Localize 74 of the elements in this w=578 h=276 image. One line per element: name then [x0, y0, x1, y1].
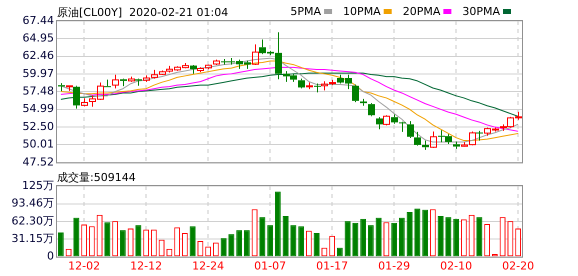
- bar: [414, 208, 420, 256]
- candlestick: [112, 74, 119, 89]
- candlestick: [314, 83, 321, 93]
- bar: [406, 212, 413, 256]
- bar: [104, 222, 110, 256]
- candlestick: [376, 116, 383, 130]
- bar: [190, 226, 196, 256]
- candlestick: [58, 82, 65, 92]
- x-tick-label: 01-29: [378, 259, 410, 272]
- chart-title: 原油[CL00Y] 2020-02-21 01:04: [57, 6, 228, 19]
- y-tick-label: 93.46万: [12, 196, 54, 210]
- legend-label: 20PMA: [402, 4, 441, 18]
- legend-label: 10PMA: [343, 4, 382, 18]
- x-tick-label: 01-07: [254, 259, 286, 272]
- bar: [344, 221, 351, 256]
- y-tick-label: 31.15万: [12, 232, 54, 246]
- y-tick-label: 0: [47, 250, 54, 263]
- bar: [228, 234, 234, 256]
- bar: [267, 225, 274, 256]
- bar: [120, 230, 126, 256]
- bar: [376, 218, 382, 256]
- bar: [220, 238, 227, 256]
- bar: [453, 218, 460, 256]
- y-tick-label: 50.01: [22, 138, 54, 151]
- y-tick-label: 59.97: [22, 66, 54, 80]
- candlestick: [430, 131, 437, 148]
- y-tick-label: 52.50: [22, 120, 54, 133]
- bar: [135, 225, 142, 256]
- legend-label: 30PMA: [462, 4, 500, 18]
- y-tick-label: 64.95: [22, 32, 54, 45]
- y-tick-label: 54.99: [22, 102, 54, 116]
- candlestick: [368, 102, 375, 117]
- x-tick-label: 12-02: [68, 259, 100, 272]
- bar: [298, 226, 304, 256]
- bar: [274, 192, 281, 256]
- candlestick: [104, 79, 111, 88]
- candlestick: [407, 120, 414, 139]
- y-tick-label: 125万: [22, 178, 54, 192]
- candlestick: [352, 84, 359, 103]
- bar: [368, 225, 374, 256]
- bar: [438, 216, 444, 256]
- x-tick-label: 02-10: [440, 259, 472, 272]
- bar: [314, 233, 320, 256]
- candlestick: [360, 98, 367, 106]
- bar: [422, 210, 428, 256]
- candlestick: [73, 85, 80, 110]
- y-tick-label: 57.48: [22, 84, 54, 98]
- x-tick-label: 12-12: [130, 259, 162, 272]
- y-tick-label: 67.44: [22, 14, 54, 27]
- bar: [476, 217, 482, 256]
- y-tick-label: 47.52: [22, 155, 54, 168]
- bar: [360, 218, 366, 256]
- candlestick: [120, 79, 127, 87]
- bar: [398, 218, 405, 256]
- bar: [73, 218, 80, 256]
- x-tick-label: 02-20: [502, 259, 534, 272]
- bar: [244, 230, 250, 256]
- bar: [445, 217, 452, 256]
- candlestick: [399, 122, 406, 132]
- x-tick-label: 01-17: [316, 259, 348, 272]
- x-tick-label: 12-24: [192, 259, 224, 272]
- bar: [282, 216, 289, 256]
- bar: [259, 217, 266, 256]
- candlestick: [298, 78, 305, 89]
- bar: [58, 232, 64, 256]
- y-tick-label: 62.46: [22, 49, 54, 62]
- bar: [352, 222, 358, 256]
- candlestick: [476, 130, 483, 142]
- bar: [236, 230, 242, 256]
- legend-label: 5PMA: [290, 4, 322, 18]
- bar: [391, 222, 398, 256]
- candlestick: [453, 141, 460, 150]
- y-tick-label: 62.30万: [12, 214, 54, 228]
- bar: [290, 225, 296, 256]
